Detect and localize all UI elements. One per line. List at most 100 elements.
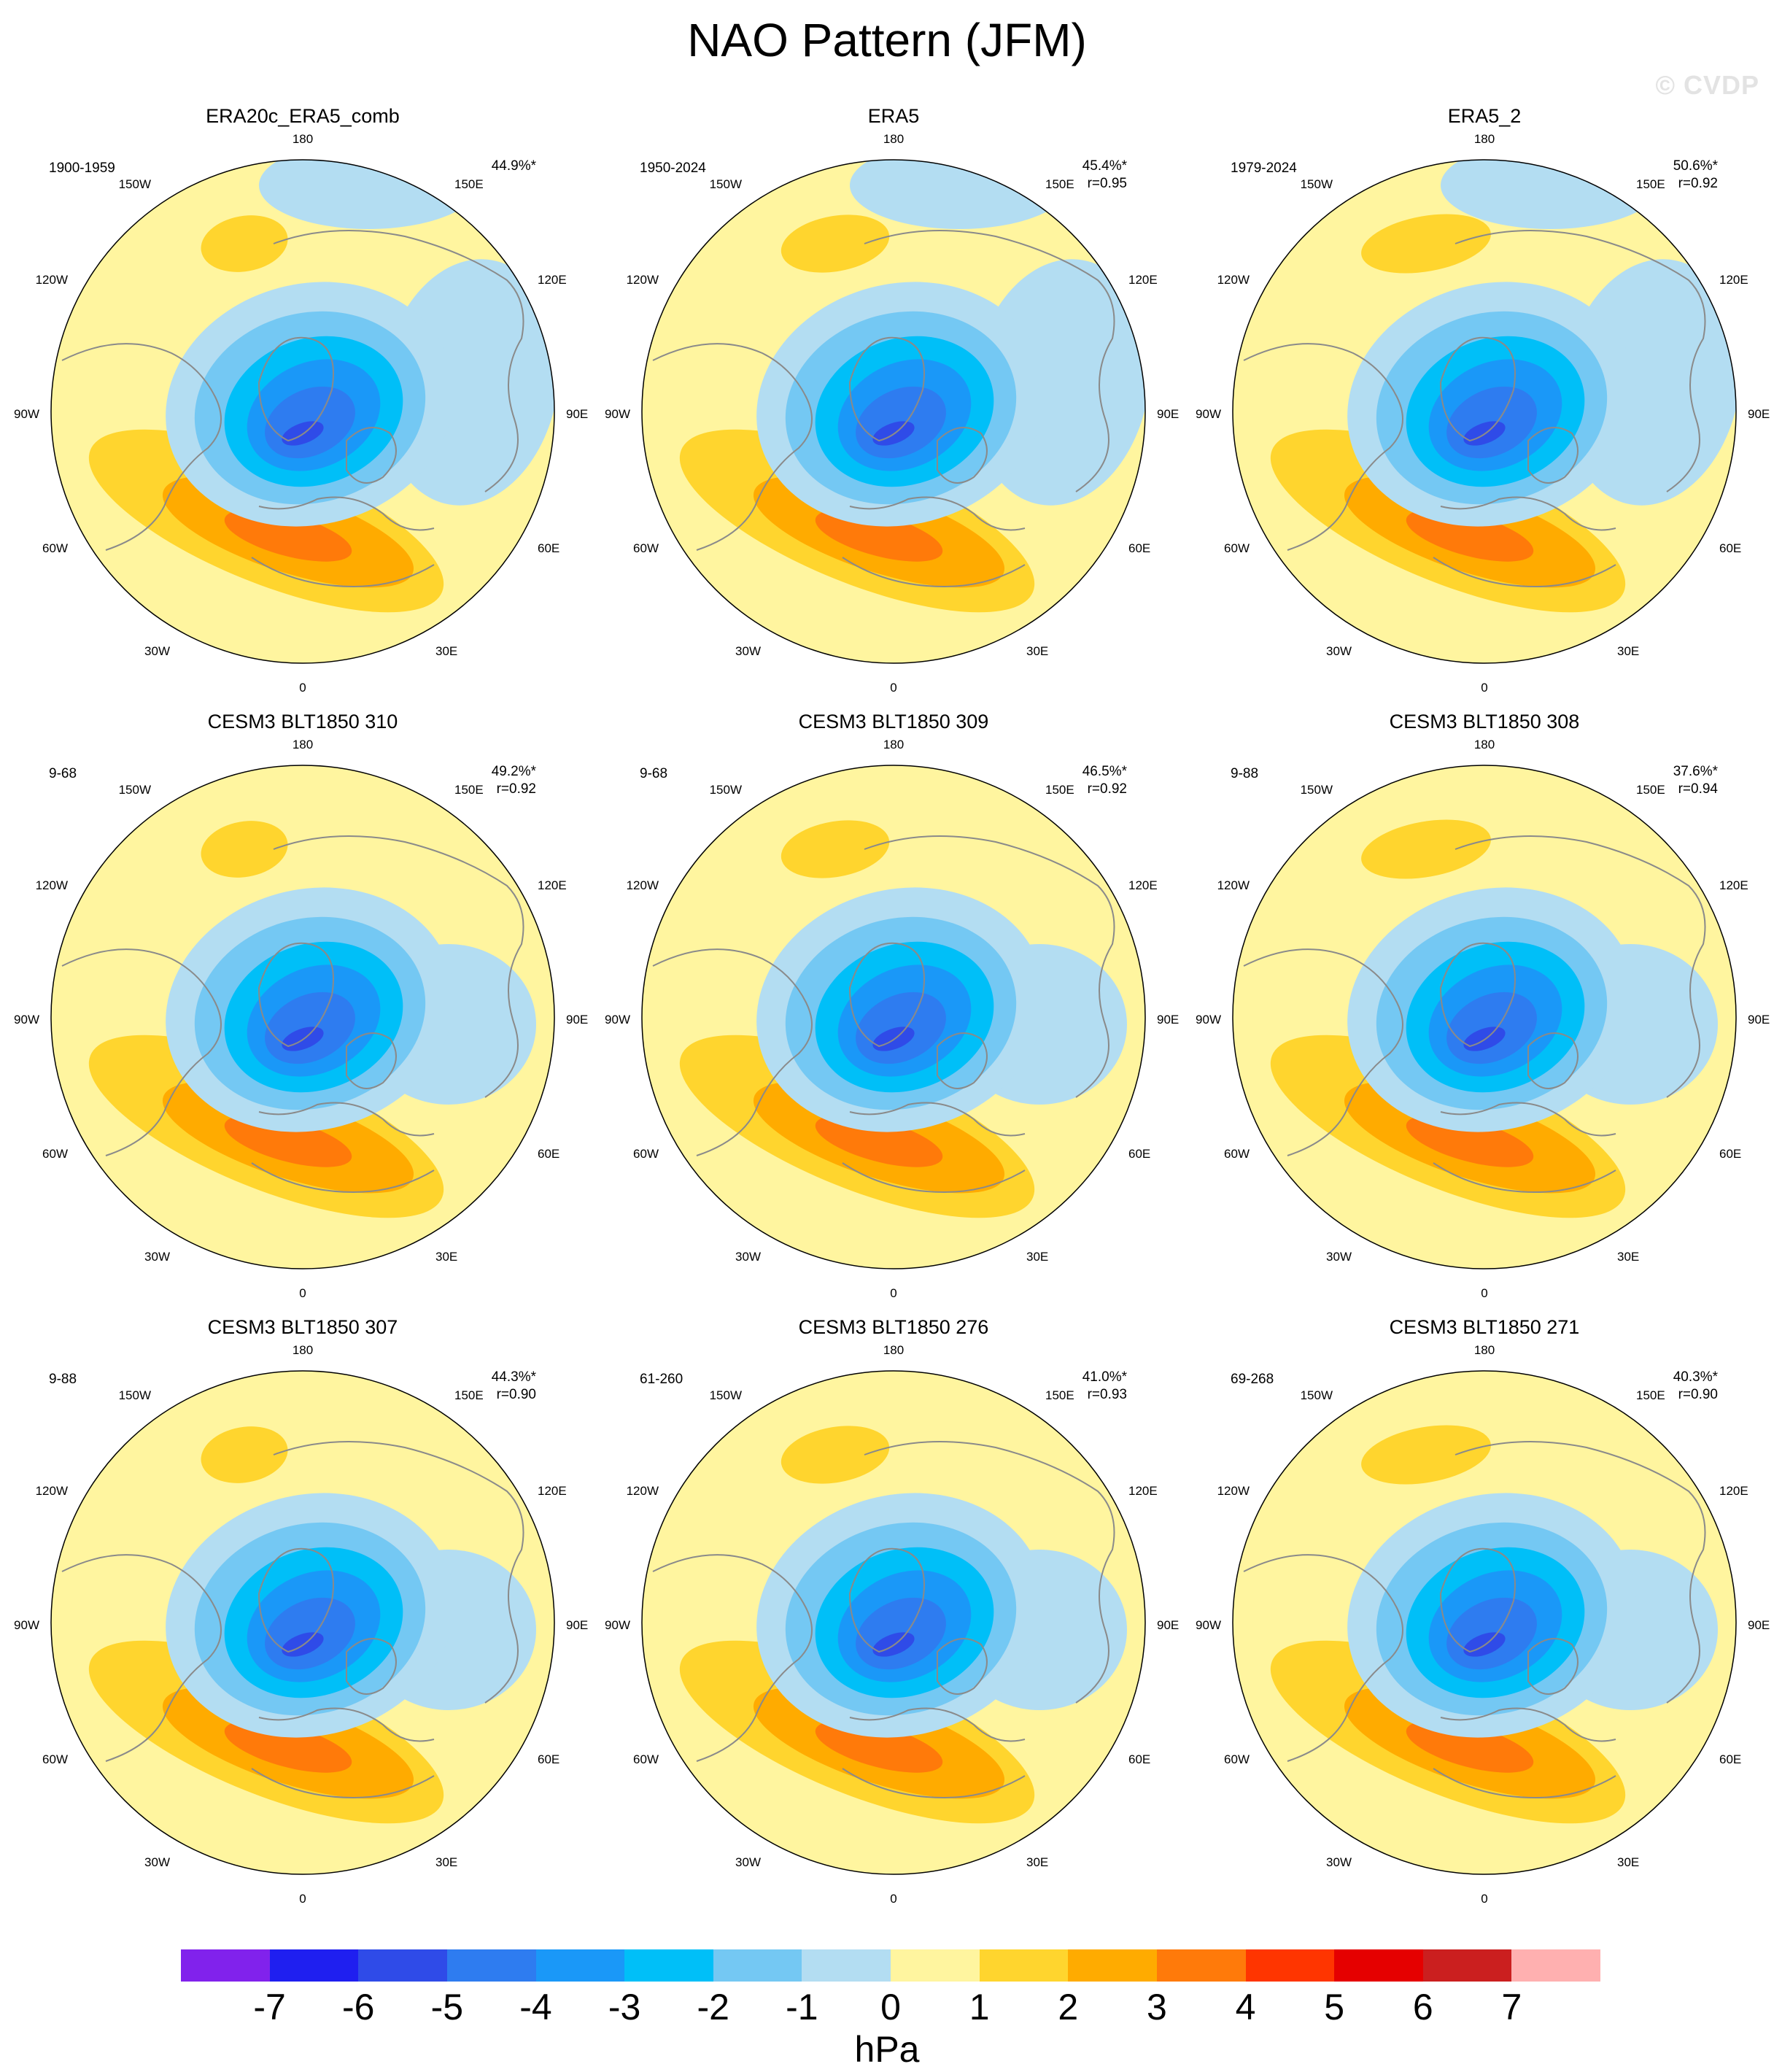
polar-map	[50, 159, 555, 664]
longitude-label: 180	[292, 738, 314, 751]
panel-stats: 44.9%*	[449, 158, 536, 175]
longitude-label: 60E	[1719, 1147, 1742, 1161]
longitude-label: 60W	[633, 1752, 659, 1766]
explained-variance: 37.6%*	[1673, 764, 1718, 779]
longitude-label: 0	[890, 1286, 897, 1300]
longitude-label: 150E	[1045, 783, 1074, 797]
coastline	[1439, 942, 1516, 1048]
longitude-label: 30W	[1326, 1855, 1352, 1869]
longitude-label: 30E	[1026, 1250, 1049, 1264]
longitude-label: 150W	[1300, 783, 1333, 797]
colorbar-tick-label: 6	[1412, 1987, 1433, 2027]
longitude-label: 60E	[538, 1147, 560, 1161]
coastline	[273, 1441, 524, 1704]
coastline	[864, 835, 1115, 1098]
colorbar-swatch	[1334, 1949, 1423, 1982]
longitude-label: 60E	[538, 1752, 560, 1766]
coastline	[251, 1707, 435, 1799]
colorbar-swatch	[624, 1949, 713, 1982]
longitude-label: 90W	[14, 1013, 39, 1027]
coastline	[1439, 336, 1516, 442]
positive-region-pacific	[781, 820, 890, 878]
longitude-label: 120E	[1128, 878, 1158, 892]
longitude-label: 90W	[605, 1618, 630, 1632]
longitude-label: 120E	[538, 273, 567, 287]
figure-title: NAO Pattern (JFM)	[687, 14, 1087, 66]
coastline	[61, 343, 222, 551]
map-border	[1232, 765, 1737, 1269]
positive-region-pacific	[201, 215, 288, 272]
longitude-label: 0	[1481, 1286, 1488, 1300]
longitude-label: 60W	[1224, 1147, 1250, 1161]
coastline	[1527, 1032, 1579, 1089]
colorbar	[181, 1949, 1600, 1982]
positive-region-atlantic-peak	[224, 1115, 352, 1167]
polar-map	[641, 159, 1146, 664]
longitude-label: 90W	[605, 407, 630, 421]
longitude-label: 150E	[454, 783, 484, 797]
colorbar-tick-label: -6	[342, 1987, 375, 2027]
longitude-label: 120W	[35, 1484, 68, 1498]
panel-stats: 41.0%* r=0.93	[1039, 1369, 1127, 1404]
longitude-label: 150E	[1045, 1388, 1074, 1402]
coastline	[1455, 230, 1706, 492]
longitude-label: 90W	[14, 407, 39, 421]
pattern-correlation: r=0.92	[1087, 781, 1127, 797]
longitude-label: 120E	[1719, 1484, 1748, 1498]
longitude-label: 30W	[735, 1250, 761, 1264]
panel-stats: 44.3%* r=0.90	[449, 1369, 536, 1404]
positive-region-atlantic-peak	[1406, 1115, 1534, 1167]
panel-stats: 49.2%* r=0.92	[449, 763, 536, 798]
longitude-label: 90W	[1196, 1618, 1221, 1632]
coastline	[937, 1638, 988, 1695]
panel-title: CESM3 BLT1850 276	[798, 1316, 989, 1338]
map-panel: CESM3 BLT1850 309 9-68 46.5%* r=0.92 180 150W…	[605, 711, 1222, 1316]
coastline	[937, 1032, 988, 1089]
longitude-label: 0	[1481, 1892, 1488, 1906]
colorbar-swatch	[1068, 1949, 1157, 1982]
longitude-label: 30E	[435, 1250, 458, 1264]
longitude-label: 30W	[144, 1855, 170, 1869]
colorbar-swatch	[1511, 1949, 1600, 1982]
coastline	[1455, 835, 1706, 1098]
longitude-label: 150W	[118, 177, 151, 191]
coastline	[652, 948, 813, 1156]
coastline	[937, 427, 988, 484]
coastline	[1433, 1707, 1616, 1799]
map-border	[641, 1370, 1146, 1875]
longitude-label: 120E	[538, 878, 567, 892]
coastline	[273, 230, 524, 492]
longitude-label: 60W	[42, 1147, 68, 1161]
longitude-label: 0	[299, 1892, 306, 1906]
longitude-label: 120W	[626, 878, 659, 892]
longitude-label: 0	[890, 1892, 897, 1906]
positive-region-atlantic-peak	[224, 1720, 352, 1773]
longitude-label: 180	[883, 132, 905, 146]
longitude-label: 90W	[14, 1618, 39, 1632]
negative-region-pacific	[1441, 160, 1659, 229]
coastline	[251, 496, 435, 588]
coastline	[652, 343, 813, 551]
positive-region-pacific	[1361, 819, 1491, 879]
longitude-label: 30W	[144, 1250, 170, 1264]
longitude-label: 60W	[42, 1752, 68, 1766]
period-label: 61-260	[640, 1372, 683, 1387]
coastline	[1527, 427, 1579, 484]
polar-map	[50, 1370, 555, 1875]
colorbar-swatch	[1156, 1949, 1246, 1982]
panel-title: CESM3 BLT1850 309	[798, 711, 989, 732]
colorbar-swatch	[446, 1949, 536, 1982]
longitude-label: 180	[1473, 738, 1495, 751]
map-border	[641, 765, 1146, 1269]
colorbar-swatch	[891, 1949, 980, 1982]
longitude-label: 120W	[626, 273, 659, 287]
longitude-label: 90W	[605, 1013, 630, 1027]
positive-region-pacific	[1361, 214, 1491, 274]
coastline	[842, 1707, 1026, 1799]
longitude-label: 120E	[1128, 1484, 1158, 1498]
map-panel: CESM3 BLT1850 276 61-260 41.0%* r=0.93 180 15…	[605, 1316, 1222, 1922]
coastline	[61, 1554, 222, 1762]
coastline	[251, 1102, 435, 1194]
period-label: 69-268	[1231, 1372, 1274, 1387]
longitude-label: 30E	[1026, 1855, 1049, 1869]
